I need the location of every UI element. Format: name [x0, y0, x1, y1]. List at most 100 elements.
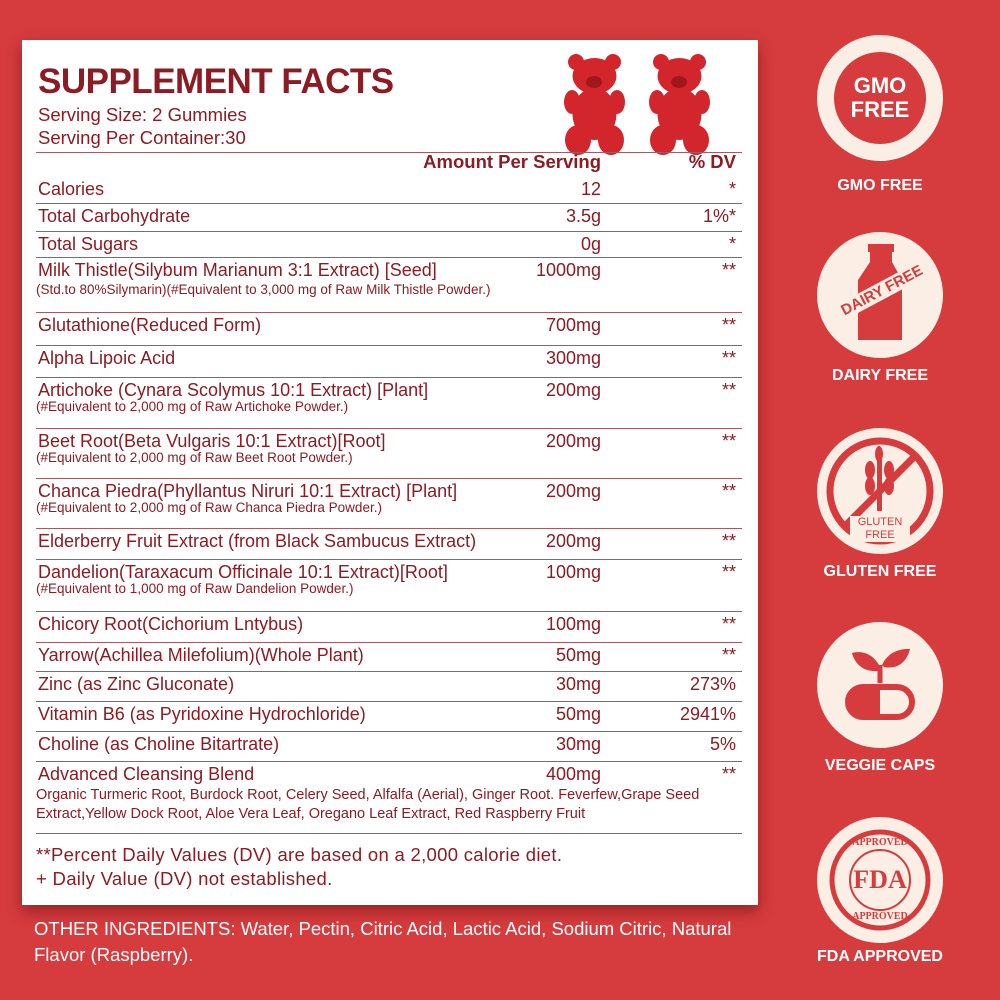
gluten-free-wheat-icon: GLUTEN FREE [817, 428, 943, 554]
divider [36, 231, 742, 232]
footnote-not-established: + Daily Value (DV) not established. [36, 868, 333, 889]
nutrient-dv: * [728, 234, 736, 254]
nutrient-name: Elderberry Fruit Extract (from Black Sam… [38, 531, 477, 551]
fda-text: FDA [853, 865, 907, 894]
divider [36, 833, 742, 834]
divider [36, 642, 742, 643]
badge-label-fda-approved: FDA APPROVED [817, 948, 943, 965]
divider [36, 257, 742, 258]
nutrient-amount: 30mg [555, 734, 601, 754]
seal-text-bottom: APPROVED [852, 911, 908, 922]
servings-per-container: Serving Per Container:30 [38, 127, 246, 148]
badge-label-dairy-free: DAIRY FREE [831, 367, 928, 384]
divider [36, 701, 742, 702]
divider [36, 478, 742, 479]
nutrient-amount: 0g [580, 234, 601, 254]
nutrient-name: Vitamin B6 (as Pyridoxine Hydrochloride) [38, 704, 366, 724]
divider [36, 203, 742, 204]
nutrient-dv: ** [721, 260, 736, 280]
dairy-free-bottle-icon: DAIRY FREE [817, 232, 943, 358]
fda-approved-seal-icon: APPROVED FDA APPROVED [817, 817, 943, 943]
nutrient-amount: 100mg [545, 614, 601, 634]
footnote-dv: **Percent Daily Values (DV) are based on… [36, 844, 563, 865]
divider [36, 611, 742, 612]
nutrient-amount: 300mg [545, 348, 601, 368]
nutrient-dv: * [728, 179, 736, 199]
nutrient-amount: 3.5g [565, 206, 601, 226]
nutrient-note: (#Equivalent to 2,000 mg of Raw Artichok… [36, 399, 349, 414]
nutrient-name: Total Sugars [38, 234, 139, 254]
nutrient-note: (#Equivalent to 2,000 mg of Raw Beet Roo… [36, 450, 353, 465]
supplement-facts-panel: SUPPLEMENT FACTS Serving Size: 2 Gummies… [22, 40, 758, 905]
nutrient-dv: ** [721, 315, 736, 335]
nutrient-name: Yarrow(Achillea Milefolium)(Whole Plant) [38, 645, 364, 665]
nutrient-name: Alpha Lipoic Acid [38, 348, 176, 368]
nutrient-amount: 200mg [545, 380, 601, 400]
divider [36, 428, 742, 429]
nutrient-dv: ** [721, 645, 736, 665]
nutrient-dv: 273% [689, 674, 736, 694]
nutrient-amount: 30mg [555, 674, 601, 694]
nutrient-dv: ** [721, 481, 736, 501]
nutrient-amount: 200mg [545, 431, 601, 451]
nutrient-dv: ** [721, 531, 736, 551]
divider [36, 731, 742, 732]
divider [36, 377, 742, 378]
divider [36, 671, 742, 672]
nutrient-name: Choline (as Choline Bitartrate) [38, 734, 280, 754]
gmo-free-icon: GMO FREE [817, 35, 943, 161]
nutrient-amount: 50mg [555, 704, 601, 724]
nutrient-dv: 5% [709, 734, 736, 754]
nutrient-name: Total Carbohydrate [38, 206, 191, 226]
nutrient-dv: ** [721, 380, 736, 400]
serving-size: Serving Size: 2 Gummies [38, 104, 247, 125]
nutrient-amount: 1000mg [535, 260, 601, 280]
page-title: SUPPLEMENT FACTS [38, 62, 394, 101]
nutrient-name: Milk Thistle(Silybum Marianum 3:1 Extrac… [38, 260, 437, 280]
divider [36, 345, 742, 346]
gluten-free-text: GLUTEN FREE [850, 516, 910, 542]
amount-per-serving-header: Amount Per Serving [423, 151, 601, 172]
badge-label-gluten-free: GLUTEN FREE [823, 563, 937, 580]
blend-ingredients: Organic Turmeric Root, Burdock Root, Cel… [36, 787, 700, 822]
nutrient-name: Chanca Piedra(Phyllantus Niruri 10:1 Ext… [38, 481, 458, 501]
gummy-bears-image [562, 52, 712, 157]
nutrient-note: (Std.to 80%Silymarin)(#Equivalent to 3,0… [36, 282, 491, 297]
badge-label-veggie-caps: VEGGIE CAPS [824, 757, 936, 774]
nutrient-note: (#Equivalent to 1,000 mg of Raw Dandelio… [36, 581, 354, 596]
nutrient-name: Dandelion(Taraxacum Officinale 10:1 Extr… [38, 562, 448, 582]
nutrient-amount: 200mg [545, 531, 601, 551]
nutrient-dv: ** [721, 562, 736, 582]
nutrient-name: Zinc (as Zinc Gluconate) [38, 674, 235, 694]
divider [36, 528, 742, 529]
nutrient-amount: 700mg [545, 315, 601, 335]
nutrient-dv: 2941% [679, 704, 736, 724]
nutrient-dv: ** [721, 764, 736, 784]
veggie-caps-icon [817, 622, 943, 748]
nutrient-amount: 200mg [545, 481, 601, 501]
nutrient-name: Advanced Cleansing Blend [38, 764, 255, 784]
badge-label-gmo-free: GMO FREE [837, 177, 923, 194]
nutrient-amount: 12 [580, 179, 601, 199]
gmo-free-text: GMO FREE [834, 52, 926, 144]
nutrient-dv: 1%* [702, 206, 736, 226]
nutrient-amount: 50mg [555, 645, 601, 665]
nutrient-dv: ** [721, 431, 736, 451]
nutrient-dv: ** [721, 614, 736, 634]
divider [36, 761, 742, 762]
nutrient-note: (#Equivalent to 2,000 mg of Raw Chanca P… [36, 500, 382, 515]
nutrient-name: Artichoke (Cynara Scolymus 10:1 Extract)… [38, 380, 429, 400]
other-ingredients: OTHER INGREDIENTS: Water, Pectin, Citric… [34, 918, 732, 965]
divider [36, 312, 742, 313]
nutrient-amount: 400mg [545, 764, 601, 784]
divider [36, 152, 742, 153]
nutrient-dv: ** [721, 348, 736, 368]
nutrient-amount: 100mg [545, 562, 601, 582]
dv-header: % DV [688, 151, 736, 172]
nutrient-name: Beet Root(Beta Vulgaris 10:1 Extract)[Ro… [38, 431, 386, 451]
divider [36, 559, 742, 560]
nutrient-name: Calories [38, 179, 105, 199]
nutrient-name: Glutathione(Reduced Form) [38, 315, 262, 335]
seal-text-top: APPROVED [852, 837, 908, 848]
nutrient-name: Chicory Root(Cichorium Lntybus) [38, 614, 304, 634]
